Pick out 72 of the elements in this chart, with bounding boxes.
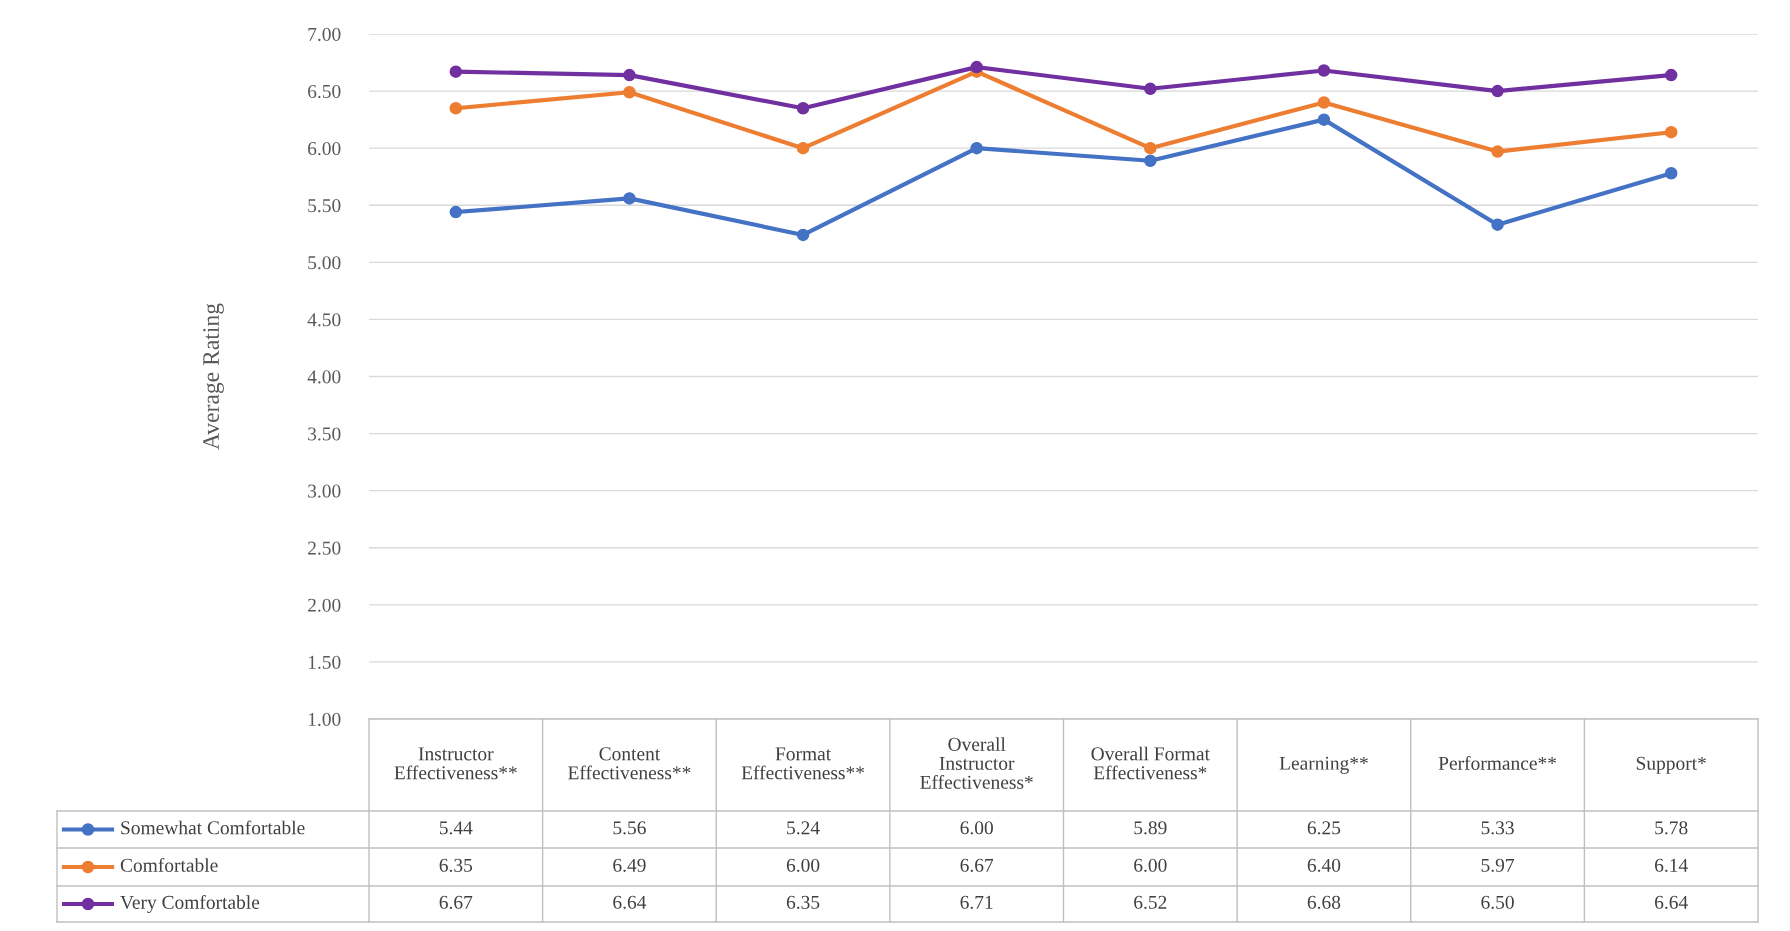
y-tick-label: 6.50 — [308, 84, 341, 99]
point — [1491, 218, 1504, 231]
point — [1664, 68, 1678, 82]
x-tick-label: Content Effectiveness** — [568, 747, 691, 780]
data-label: 6.50 — [1481, 895, 1514, 909]
y-tick-label: 2.00 — [308, 598, 341, 612]
x-tick-label: Instructor Effectiveness** — [394, 747, 517, 780]
data-label: 6.68 — [1307, 895, 1341, 909]
y-tick-label: 4.00 — [307, 370, 341, 384]
point — [1144, 141, 1157, 155]
point — [970, 60, 983, 74]
x-tick-label: Support* — [1636, 756, 1706, 774]
data-label: 6.25 — [1307, 821, 1341, 835]
point — [1144, 154, 1157, 167]
y-tick-label: 1.00 — [308, 712, 341, 727]
point — [1491, 84, 1504, 98]
data-label: 6.00 — [786, 858, 820, 872]
x-tick-label: Overall Instructor Effectiveness* — [920, 737, 1033, 789]
point — [449, 65, 463, 78]
y-tick-label: 2.50 — [308, 541, 341, 555]
point — [1491, 145, 1504, 158]
point — [1144, 82, 1157, 96]
point — [623, 192, 636, 205]
x-tick-label: Learning** — [1279, 756, 1368, 774]
data-label: 6.35 — [439, 858, 473, 872]
data-label: 6.67 — [439, 895, 473, 909]
data-label: 6.35 — [786, 895, 820, 909]
point — [449, 205, 463, 219]
data-label: 6.64 — [1655, 895, 1688, 909]
point — [970, 141, 983, 155]
data-label: 6.14 — [1655, 858, 1688, 872]
y-axis-title: Average Rating — [203, 303, 224, 450]
y-tick-label: 1.50 — [308, 655, 341, 669]
data-label: 6.00 — [1134, 858, 1167, 872]
point — [623, 68, 636, 82]
data-label: 6.49 — [613, 858, 646, 872]
point — [623, 85, 636, 99]
data-label: 6.71 — [960, 895, 993, 909]
point — [1664, 125, 1678, 139]
legend-label: Somewhat Comfortable — [121, 820, 305, 835]
data-label: 5.44 — [439, 821, 473, 835]
y-tick-label: 5.50 — [308, 199, 341, 213]
data-label: 5.97 — [1481, 858, 1515, 872]
y-tick-label: 6.00 — [308, 141, 341, 156]
y-tick-label: 3.00 — [308, 484, 341, 498]
data-label: 6.67 — [960, 858, 994, 872]
data-label: 6.00 — [960, 821, 993, 835]
data-label: 5.89 — [1134, 821, 1167, 835]
legend-label: Very Comfortable — [120, 895, 260, 913]
x-tick-label: Overall Format Effectiveness* — [1091, 746, 1210, 780]
data-label: 5.33 — [1481, 821, 1514, 835]
x-tick-label: Performance** — [1438, 755, 1557, 770]
y-tick-label: 4.50 — [307, 313, 341, 327]
x-tick-label: Format Effectiveness** — [741, 747, 865, 780]
data-label: 5.78 — [1655, 821, 1688, 835]
y-tick-label: 5.00 — [308, 256, 341, 270]
data-label: 6.64 — [613, 895, 647, 909]
data-label: 5.56 — [613, 821, 646, 835]
y-tick-label: 7.00 — [308, 27, 341, 42]
data-label: 6.40 — [1307, 858, 1341, 872]
legend-label: Comfortable — [120, 857, 218, 872]
point — [796, 101, 810, 115]
point — [1317, 113, 1331, 126]
point — [1317, 64, 1331, 77]
data-label: 6.52 — [1134, 895, 1167, 909]
point — [796, 228, 810, 242]
point — [449, 101, 463, 115]
point — [1664, 167, 1678, 180]
data-label: 5.24 — [787, 821, 820, 835]
y-tick-label: 3.50 — [308, 427, 341, 441]
point — [1317, 96, 1331, 109]
point — [796, 141, 810, 155]
